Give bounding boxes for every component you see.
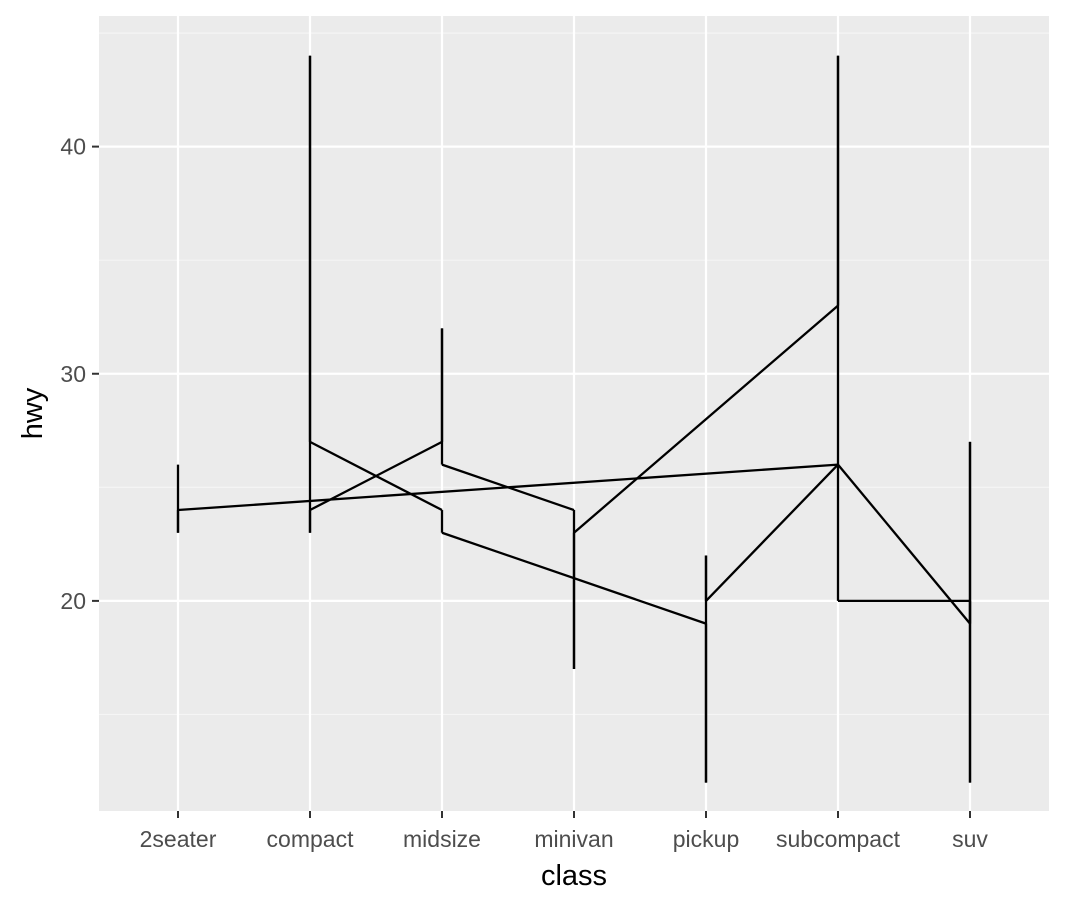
x-axis: 2seater compact midsize minivan pickup subcom… (140, 811, 988, 852)
line-segment (441, 463, 575, 512)
line-segment (705, 463, 839, 602)
line-segment (837, 463, 971, 625)
x-tick-label: compact (267, 826, 355, 852)
y-tick-label: 20 (60, 588, 86, 614)
x-tick-label: suv (952, 826, 988, 852)
y-axis-title: hwy (17, 387, 49, 439)
y-tick-label: 40 (60, 134, 86, 160)
y-tick-label: 30 (60, 361, 86, 387)
y-axis: 20 30 40 (60, 134, 99, 614)
x-tick-label: pickup (673, 826, 739, 852)
line-segment (309, 440, 443, 512)
line-segment (441, 531, 707, 625)
x-tick-label: minivan (534, 826, 613, 852)
x-tick-label: subcompact (776, 826, 901, 852)
x-tick-label: 2seater (140, 826, 217, 852)
x-axis-title: class (541, 860, 607, 892)
line-series (176, 55, 972, 783)
x-tick-label: midsize (403, 826, 481, 852)
line-segment (573, 304, 839, 534)
